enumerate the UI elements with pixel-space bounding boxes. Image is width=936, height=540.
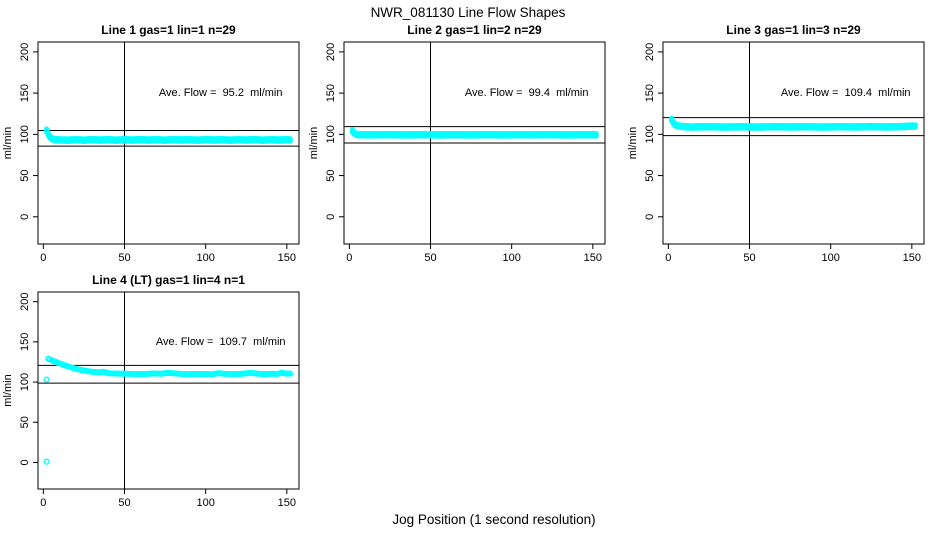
- panel-4-title: Line 4 (LT) gas=1 lin=4 n=1: [92, 273, 245, 287]
- y-axis-title: ml/min: [308, 127, 320, 159]
- y-axis-tick-label: 0: [19, 214, 31, 220]
- data-point: [287, 370, 294, 377]
- x-axis-tick-label: 100: [196, 497, 214, 509]
- x-axis-tick-label: 0: [346, 252, 352, 264]
- x-axis-tick-label: 100: [821, 252, 839, 264]
- panel-1-title: Line 1 gas=1 lin=1 n=29: [101, 23, 236, 37]
- x-axis-tick-label: 0: [40, 252, 46, 264]
- x-axis-tick-label: 100: [196, 252, 214, 264]
- panel-3-box: [662, 41, 925, 245]
- y-axis-tick-label: 150: [19, 333, 31, 351]
- data-point: [287, 136, 293, 142]
- panel-2-ave-flow-annotation: Ave. Flow = 99.4 ml/min: [464, 87, 589, 100]
- y-axis-tick-label: 100: [325, 125, 337, 143]
- y-axis-tick-label: 150: [644, 84, 656, 102]
- outlier-data-point: [43, 458, 50, 465]
- panel-4-box: [37, 291, 300, 490]
- x-axis-label: Jog Position (1 second resolution): [392, 512, 596, 527]
- y-axis-tick-label: 0: [19, 459, 31, 465]
- y-axis-tick-label: 50: [325, 169, 337, 181]
- y-axis-tick-label: 200: [19, 43, 31, 61]
- y-axis-title: ml/min: [627, 127, 639, 159]
- panel-3-ave-flow-annotation: Ave. Flow = 109.4 ml/min: [780, 87, 911, 100]
- panel-2-title: Line 2 gas=1 lin=2 n=29: [407, 23, 542, 37]
- x-axis-tick-label: 50: [743, 252, 755, 264]
- y-axis-tick-label: 100: [19, 373, 31, 391]
- y-axis-tick-label: 0: [644, 214, 656, 220]
- x-axis-tick-label: 150: [584, 252, 602, 264]
- panel-1-ave-flow-annotation: Ave. Flow = 95.2 ml/min: [158, 87, 283, 100]
- x-axis-tick-label: 50: [424, 252, 436, 264]
- panel-1-box: [37, 41, 300, 245]
- y-axis-tick-label: 150: [325, 84, 337, 102]
- y-axis-title: ml/min: [2, 127, 14, 159]
- y-axis-tick-label: 0: [325, 214, 337, 220]
- y-axis-tick-label: 50: [19, 169, 31, 181]
- x-axis-tick-label: 150: [278, 252, 296, 264]
- outlier-data-point: [43, 376, 50, 383]
- y-axis-tick-label: 200: [325, 43, 337, 61]
- x-axis-tick-label: 150: [903, 252, 921, 264]
- data-point: [593, 131, 599, 137]
- x-axis-tick-label: 150: [278, 497, 296, 509]
- y-axis-tick-label: 50: [19, 416, 31, 428]
- x-axis-tick-label: 50: [118, 497, 130, 509]
- y-axis-tick-label: 100: [19, 125, 31, 143]
- y-axis-tick-label: 200: [644, 43, 656, 61]
- x-axis-tick-label: 0: [665, 252, 671, 264]
- y-axis-tick-label: 50: [644, 169, 656, 181]
- data-point: [912, 122, 918, 128]
- y-axis-title: ml/min: [2, 374, 14, 406]
- x-axis-tick-label: 50: [118, 252, 130, 264]
- x-axis-tick-label: 0: [40, 497, 46, 509]
- x-axis-tick-label: 100: [502, 252, 520, 264]
- panel-4-ave-flow-annotation: Ave. Flow = 109.7 ml/min: [155, 335, 286, 348]
- panel-3-title: Line 3 gas=1 lin=3 n=29: [726, 23, 861, 37]
- figure-title: NWR_081130 Line Flow Shapes: [370, 5, 566, 20]
- y-axis-tick-label: 200: [19, 292, 31, 310]
- y-axis-tick-label: 100: [644, 125, 656, 143]
- y-axis-tick-label: 150: [19, 84, 31, 102]
